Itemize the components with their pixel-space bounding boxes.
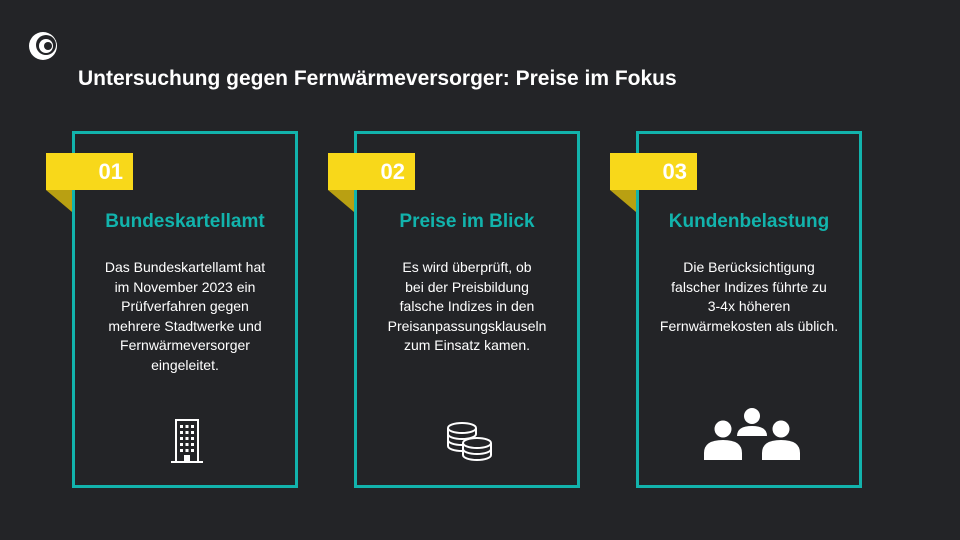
card-number-badge: 01 [46,153,133,190]
card-text-line: Die Berücksichtigung [683,259,815,275]
office-building-icon [171,419,203,463]
card-preise-im-blick [354,131,580,488]
crescent-swirl-logo-icon [29,32,57,60]
card-title: Preise im Blick [399,211,535,232]
card-bundeskartellamt [72,131,298,488]
card-text-line: zum Einsatz kamen. [403,337,531,353]
card-text-line: eingeleitet. [151,356,219,373]
card-text-line: falscher Indizes führte zu [671,278,827,295]
card-number-badge: 02 [328,153,415,190]
slide-title: Untersuchung gegen Fernwärmeversorger: P… [78,67,677,90]
card-text-line: falsche Indizes in den [399,298,535,314]
card-description: Das Bundeskartellamt hat im November 202… [72,258,298,375]
card-description: Es wird überprüft, ob bei der Preisbildu… [354,258,580,356]
card-text-line: Das Bundeskartellamt hat [104,259,266,275]
card-text-line: bei der Preisbildung [405,278,529,295]
card-text-line: Prüfverfahren gegen [121,298,249,314]
card-title: Bundeskartellamt [105,211,265,232]
card-text-line: Preisanpassungsklauseln [387,317,547,334]
card-kundenbelastung [636,131,862,488]
badge-fold [46,190,72,212]
card-text-line: 3-4x höheren [707,298,791,314]
card-text-line: Es wird überprüft, ob [402,259,532,275]
card-text-line: im November 2023 ein [114,278,256,295]
coin-stack-icon [447,422,492,461]
card-text-line: Fernwärmeversorger [120,337,250,353]
card-description: Die Berücksichtigung falscher Indizes fü… [636,258,862,336]
card-title: Kundenbelastung [668,211,830,232]
card-number-badge: 03 [610,153,697,190]
badge-fold [610,190,636,212]
card-text-line: mehrere Stadtwerke und [108,317,262,334]
card-text-line: Fernwärmekosten als üblich. [659,317,839,334]
badge-fold [328,190,354,212]
people-group-icon [704,408,800,460]
